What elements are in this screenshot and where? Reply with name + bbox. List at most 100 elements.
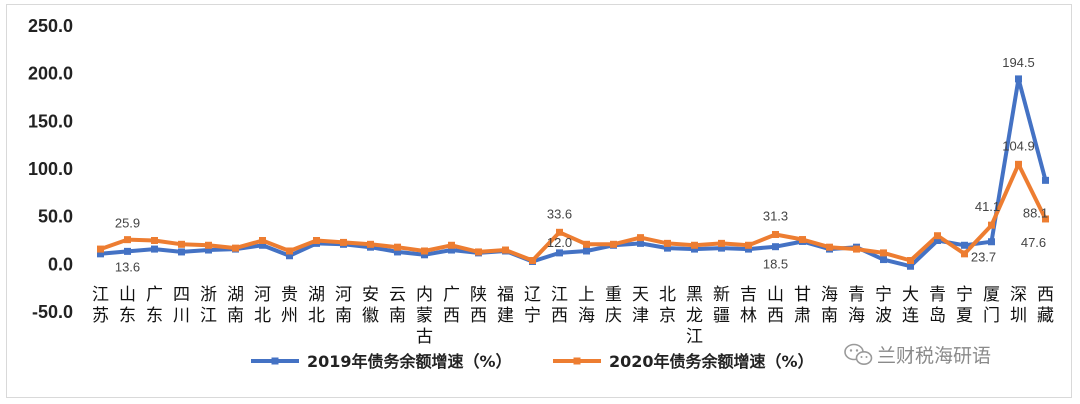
x-tick-label: 宁波: [875, 285, 892, 326]
x-tick-label: 贵州: [281, 285, 298, 326]
series-marker-2019: [880, 256, 887, 264]
series-marker-2019: [178, 248, 185, 256]
series-marker-2019: [124, 247, 131, 255]
x-tick-label: 安徽: [362, 285, 379, 326]
chart-container: -50.0 0.0 50.0 100.0 150.0 200.0 250.0 25.9 13.…: [6, 4, 1072, 398]
series-marker-2019: [664, 244, 671, 252]
data-label: 104.9: [1002, 138, 1035, 153]
wechat-icon: [844, 343, 873, 365]
series-marker-2019: [1042, 176, 1049, 184]
series-marker-2020: [313, 237, 320, 244]
data-label: 41.1: [975, 199, 1000, 214]
x-tick-label: 甘肃: [794, 285, 811, 326]
data-label: 25.9: [115, 216, 140, 231]
series-marker-2020: [124, 236, 131, 244]
x-tick-label: 天津: [632, 285, 649, 326]
series-marker-2019: [421, 251, 428, 259]
series-marker-2020: [232, 244, 239, 252]
x-tick-label: 内蒙古: [416, 285, 433, 347]
x-tick-label: 大连: [902, 285, 919, 326]
x-tick-label: 浙江: [200, 285, 217, 326]
series-marker-2019: [448, 246, 455, 254]
x-tick-label: 深圳: [1010, 285, 1027, 326]
x-tick-label: 河北: [254, 285, 271, 326]
series-marker-2020: [421, 247, 428, 255]
series-marker-2020: [259, 237, 266, 244]
series-marker-2020: [745, 241, 752, 249]
series-marker-2020: [1015, 160, 1022, 168]
data-label: 18.5: [763, 257, 788, 272]
series-marker-2020: [772, 230, 779, 238]
series-marker-2020: [367, 240, 374, 248]
x-tick-label: 上海: [578, 285, 595, 326]
data-label: 47.6: [1021, 235, 1046, 250]
series-marker-2020: [151, 237, 158, 244]
data-label: 31.3: [763, 208, 788, 223]
legend-label-2020: 2020年债务余额增速（%）: [609, 352, 814, 371]
x-tick-label: 吉林: [740, 285, 757, 326]
series-marker-2020: [610, 240, 617, 248]
watermark: 兰财税海研语: [844, 343, 991, 367]
data-label: 88.1: [1023, 205, 1048, 220]
series-marker-2019: [1015, 75, 1022, 83]
series-marker-2019: [961, 241, 968, 249]
series-marker-2019: [259, 241, 266, 249]
series-marker-2020: [853, 245, 860, 253]
y-tick-label: 100.0: [28, 159, 73, 179]
series-marker-2019: [205, 246, 212, 254]
series-marker-2019: [556, 249, 563, 257]
x-tick-label: 厦门: [983, 285, 1000, 326]
x-tick-label: 江西: [551, 285, 568, 326]
series-marker-2020: [583, 240, 590, 248]
series-marker-2020: [880, 249, 887, 257]
data-label: 13.6: [115, 259, 140, 274]
x-tick-label: 青海: [848, 285, 865, 326]
series-marker-2019: [988, 238, 995, 246]
series-markers: [97, 75, 1049, 270]
series-line-2020: [98, 162, 1048, 263]
series-marker-2020: [637, 234, 644, 242]
series-marker-2020: [799, 236, 806, 244]
series-marker-2020: [502, 246, 509, 254]
legend-marker-2020: [573, 357, 581, 365]
series-marker-2019: [718, 244, 725, 252]
series-marker-2020: [97, 245, 104, 253]
x-tick-label: 辽宁: [524, 285, 541, 326]
data-label: 12.0: [547, 235, 572, 250]
series-marker-2020: [529, 257, 536, 265]
x-tick-label: 新疆: [713, 285, 730, 326]
x-tick-label: 重庆: [605, 285, 622, 326]
series-marker-2020: [556, 228, 563, 236]
series-line-2019: [98, 76, 1048, 269]
y-tick-label: 0.0: [48, 254, 73, 274]
y-tick-label: 250.0: [28, 16, 73, 36]
x-tick-label: 福建: [497, 285, 514, 326]
y-tick-label: 150.0: [28, 111, 73, 131]
data-label: 33.6: [547, 206, 572, 221]
x-tick-label: 黑龙江: [686, 285, 703, 347]
series-marker-2020: [394, 243, 401, 251]
series-marker-2019: [772, 243, 779, 251]
x-tick-label: 西藏: [1037, 285, 1054, 326]
line-chart: -50.0 0.0 50.0 100.0 150.0 200.0 250.0 25.9 13.…: [28, 16, 1054, 371]
data-label: 23.7: [971, 250, 996, 265]
series-marker-2020: [475, 248, 482, 256]
x-tick-label: 宁夏: [956, 285, 973, 326]
series-marker-2020: [961, 250, 968, 258]
y-tick-label: -50.0: [32, 302, 73, 322]
x-tick-label: 云南: [389, 285, 406, 326]
series-lines: [98, 76, 1048, 269]
x-tick-label: 广西: [443, 285, 460, 326]
data-label: 194.5: [1002, 55, 1035, 70]
series-marker-2020: [988, 221, 995, 229]
data-labels: 25.9 13.6 33.6 12.0 31.3 18.5 41.1 23.7 194.5 104…: [115, 55, 1048, 274]
series-marker-2020: [934, 232, 941, 240]
x-axis: 江苏山东广东四川浙江湖南河北贵州湖北河南安徽云南内蒙古广西陕西福建辽宁江西上海重…: [92, 285, 1054, 347]
x-tick-label: 湖南: [227, 285, 244, 326]
legend-marker-2019: [271, 357, 279, 365]
y-tick-label: 50.0: [38, 207, 73, 227]
series-marker-2020: [205, 241, 212, 249]
series-marker-2020: [691, 241, 698, 249]
series-marker-2020: [718, 239, 725, 247]
legend: 2019年债务余额增速（%） 2020年债务余额增速（%）: [251, 352, 814, 371]
